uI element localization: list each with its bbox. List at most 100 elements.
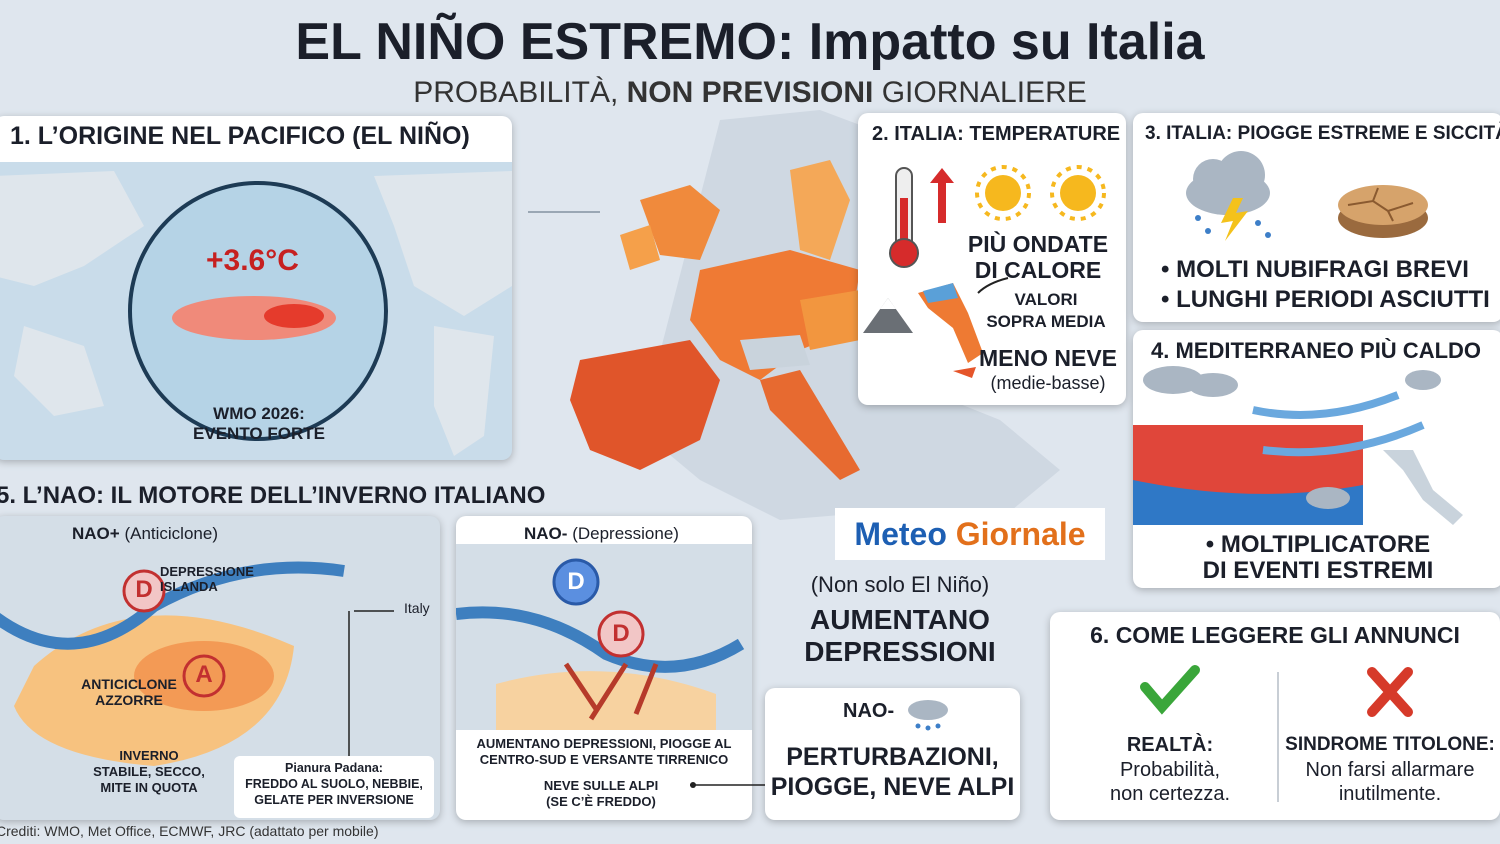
winter-label: INVERNO STABILE, SECCO, MITE IN QUOTA [84, 748, 214, 796]
panel-title: 2. ITALIA: TEMPERATURE [872, 123, 1121, 145]
icon-shape [908, 700, 948, 720]
icon-shape [977, 277, 1009, 294]
above-line: VALORI [1014, 290, 1078, 309]
syndrome-line: inutilmente. [1338, 783, 1442, 805]
icon-shape [863, 298, 913, 333]
box-text: PERTURBAZIONI, PIOGGE, NEVE ALPI [765, 742, 1020, 802]
padana-line: FREDDO AL SUOLO, NEBBIE, [245, 777, 423, 791]
headline-line: AUMENTANO [810, 604, 990, 635]
bullet-line: • MOLTIPLICATORE [1205, 531, 1431, 558]
heat-line: PIÙ ONDATE [967, 231, 1109, 257]
high-symbol: A [195, 661, 213, 688]
icon-shape [620, 225, 660, 270]
italy-label: Italy [404, 600, 430, 616]
icon-shape [1205, 228, 1211, 234]
reality-title: REALTÀ: [1126, 734, 1214, 756]
bullet: • LUNGHI PERIODI ASCIUTTI [1161, 286, 1490, 313]
icon-shape [640, 185, 720, 260]
icon-shape [1140, 665, 1200, 715]
icon-shape [1347, 187, 1414, 222]
reality-text: Probabilità, non certezza. [1080, 758, 1260, 806]
icon-shape [1383, 450, 1463, 525]
icon-shape [760, 370, 860, 480]
nao-sub: (Depressione) [572, 524, 679, 543]
icon-shape [122, 569, 166, 613]
box-line: PIOGGE, NEVE ALPI [770, 773, 1015, 801]
icon-shape [434, 326, 494, 456]
low-symbol: D [567, 568, 585, 595]
panel-mediterranean: 4. MEDITERRANEO PIÙ CALDO • MOLTIPLICATO… [1133, 330, 1500, 588]
temperature-icons [863, 165, 1106, 378]
panel-title: 6. COME LEGGERE GLI ANNUNCI [1090, 622, 1460, 648]
icon-shape [1133, 480, 1363, 525]
low-line: ISLANDA [160, 579, 218, 594]
low-symbol: D [612, 620, 630, 647]
icon-shape [790, 160, 850, 260]
panel-temperature: 2. ITALIA: TEMPERATURE PIÙ ONDATE DI CALO… [858, 113, 1126, 405]
subtitle-part: GIORNALIERE [881, 76, 1087, 109]
icon-shape [915, 723, 941, 731]
nao-label: NAO+ [72, 524, 120, 543]
icon-shape [925, 725, 931, 731]
icon-shape [975, 165, 1031, 221]
padana-box: Pianura Padana: FREDDO AL SUOLO, NEBBIE, G… [234, 756, 434, 818]
above-average: VALORI SOPRA MEDIA [976, 289, 1116, 333]
note-line: WMO 2026: [213, 404, 305, 423]
icon-shape [14, 326, 104, 416]
low-symbol: D [135, 576, 153, 603]
headline-line: DEPRESSIONI [804, 636, 996, 667]
icon-shape [915, 723, 921, 729]
winter-line: MITE IN QUOTA [100, 780, 198, 795]
icon-shape [552, 558, 600, 606]
icon-shape [1060, 175, 1096, 211]
icon-shape [134, 641, 274, 711]
panel-rain: 3. ITALIA: PIOGGE ESTREME E SICCITÀ • MO… [1133, 113, 1500, 322]
panel-origin: 1. L’ORIGINE NEL PACIFICO (EL NIÑO) +3.6… [0, 116, 512, 460]
icon-shape [496, 671, 716, 730]
icon-shape [1217, 151, 1265, 199]
syndrome-text: Non farsi allarmare inutilmente. [1280, 758, 1500, 806]
subtitle-bold: NON PREVISIONI [626, 76, 874, 109]
icon-shape [690, 250, 860, 380]
icon-shape [597, 610, 645, 658]
icon-shape [1195, 215, 1201, 221]
winter-line: INVERNO [119, 748, 179, 763]
low-label: DEPRESSIONE ISLANDA [160, 564, 254, 594]
nao-plus-header: NAO+ (Anticiclone) [72, 524, 218, 544]
not-only-note: (Non solo El Niño) [810, 572, 990, 597]
icon-shape [1143, 366, 1203, 394]
snow-line: (SE C’È FREDDO) [546, 794, 656, 809]
icon-shape [1255, 220, 1261, 226]
section-title: 5. L’NAO: IL MOTORE DELL’INVERNO ITALIAN… [0, 482, 546, 509]
rain-icon [908, 700, 948, 731]
headline: AUMENTANO DEPRESSIONI [765, 604, 1035, 668]
subtitle-part: PROBABILITÀ, [413, 76, 619, 109]
icon-shape [880, 298, 896, 309]
above-line: SOPRA MEDIA [986, 312, 1106, 331]
icon-shape [1265, 232, 1271, 238]
reading-icons [1140, 665, 1413, 802]
nao-plus-map [0, 561, 394, 766]
nao-minus-header: NAO- (Depressione) [524, 524, 679, 544]
mediterranean-bullet: • MOLTIPLICATORE DI EVENTI ESTREMI [1133, 532, 1500, 584]
icon-shape [374, 171, 512, 316]
icon-shape [1367, 667, 1413, 717]
icon-shape [570, 340, 720, 470]
reality-line: Probabilità, [1119, 759, 1221, 781]
panel-title: 3. ITALIA: PIOGGE ESTREME E SICCITÀ [1145, 123, 1500, 144]
rain-icons [1186, 151, 1428, 241]
panel-title: 4. MEDITERRANEO PIÙ CALDO [1151, 338, 1482, 363]
logo: Meteo Giornale [835, 508, 1105, 560]
panel-nao-minus: NAO- (Depressione) D D AUMENTANO DEPRESS… [456, 516, 752, 820]
high-line: AZZORRE [95, 692, 163, 708]
syndrome-title: SINDROME TITOLONE: [1285, 734, 1495, 755]
rain-bullets: • MOLTI NUBIFRAGI BREVI • LUNGHI PERIODI … [1161, 255, 1490, 315]
icon-shape [264, 304, 324, 328]
box-label: NAO- [843, 700, 895, 722]
title: EL NIÑO ESTREMO: Impatto su Italia [295, 13, 1205, 71]
nao-label: NAO- [524, 524, 568, 543]
note-line: EVENTO FORTE [193, 424, 325, 443]
wmo-note: WMO 2026: EVENTO FORTE [174, 404, 344, 444]
